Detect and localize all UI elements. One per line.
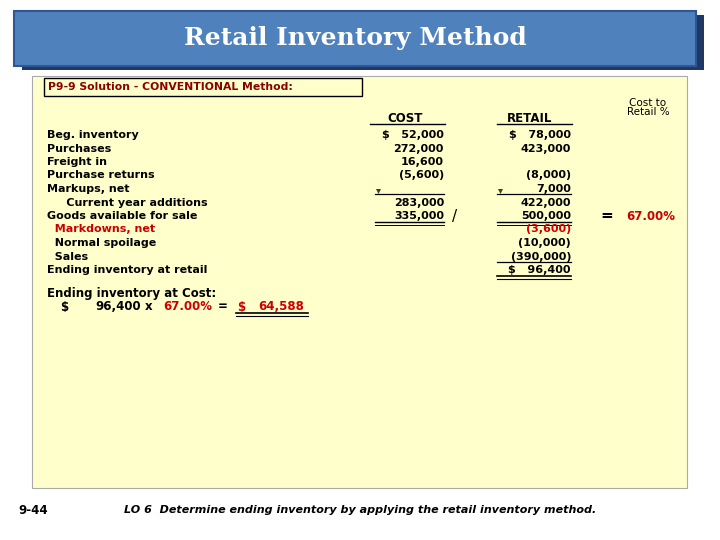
Text: (8,000): (8,000) [526,171,571,180]
Text: COST: COST [387,111,423,125]
Text: $   78,000: $ 78,000 [509,130,571,140]
Text: Beg. inventory: Beg. inventory [47,130,139,140]
Text: (10,000): (10,000) [518,238,571,248]
Text: 67.00%: 67.00% [626,210,675,222]
Text: LO 6  Determine ending inventory by applying the retail inventory method.: LO 6 Determine ending inventory by apply… [124,505,596,515]
Text: $   96,400: $ 96,400 [508,265,571,275]
Text: 67.00%: 67.00% [163,300,212,314]
Polygon shape [498,189,503,194]
Text: Cost to: Cost to [629,98,667,108]
FancyBboxPatch shape [32,76,687,488]
Text: 7,000: 7,000 [536,184,571,194]
Text: 9-44: 9-44 [18,503,48,516]
FancyBboxPatch shape [14,11,696,66]
Text: Ending inventory at retail: Ending inventory at retail [47,265,207,275]
Text: 423,000: 423,000 [521,144,571,153]
Text: 422,000: 422,000 [521,198,571,207]
Text: 64,588: 64,588 [258,300,304,314]
Text: Sales: Sales [47,252,88,261]
Text: Current year additions: Current year additions [47,198,207,207]
Text: x: x [145,300,153,314]
Text: =: = [218,300,228,314]
Polygon shape [376,189,381,194]
Text: $   52,000: $ 52,000 [382,130,444,140]
Text: (5,600): (5,600) [399,171,444,180]
Text: 500,000: 500,000 [521,211,571,221]
Text: Freight in: Freight in [47,157,107,167]
Text: /: / [452,208,458,224]
Text: P9-9 Solution - CONVENTIONAL Method:: P9-9 Solution - CONVENTIONAL Method: [48,82,293,92]
Text: Normal spoilage: Normal spoilage [47,238,156,248]
Text: Purchase returns: Purchase returns [47,171,155,180]
Text: RETAIL: RETAIL [508,111,553,125]
Text: (390,000): (390,000) [510,252,571,261]
Text: 16,600: 16,600 [401,157,444,167]
Text: 283,000: 283,000 [394,198,444,207]
Text: Purchases: Purchases [47,144,112,153]
Text: Retail Inventory Method: Retail Inventory Method [184,26,526,50]
Text: Markdowns, net: Markdowns, net [47,225,155,234]
Text: 335,000: 335,000 [394,211,444,221]
Text: 272,000: 272,000 [394,144,444,153]
Text: 96,400: 96,400 [95,300,140,314]
FancyBboxPatch shape [22,15,704,70]
Text: Goods available for sale: Goods available for sale [47,211,197,221]
Text: Retail %: Retail % [626,107,670,117]
Text: $: $ [60,300,68,314]
Text: Markups, net: Markups, net [47,184,130,194]
FancyBboxPatch shape [44,78,362,96]
Text: $: $ [237,300,245,314]
Text: (3,600): (3,600) [526,225,571,234]
Text: =: = [600,208,613,224]
Text: Ending inventory at Cost:: Ending inventory at Cost: [47,287,216,300]
